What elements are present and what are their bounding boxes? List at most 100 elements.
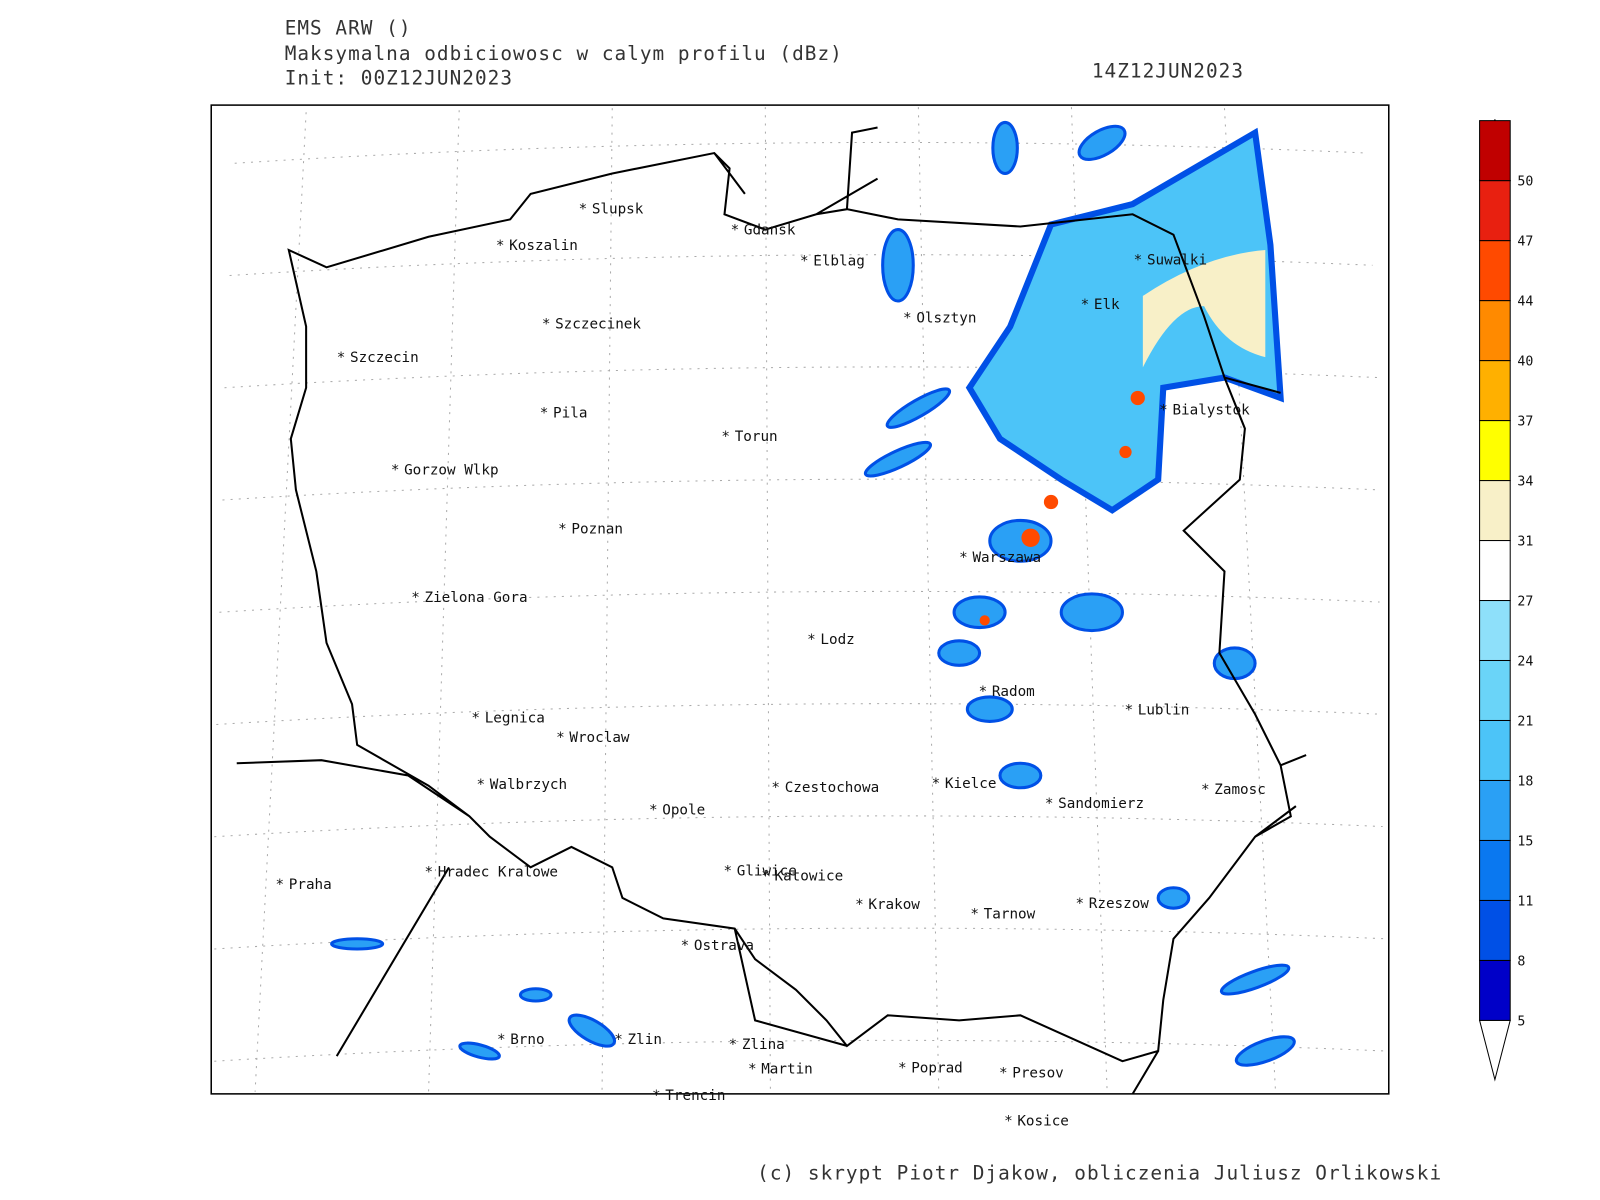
- city-label: Szczecinek: [555, 317, 641, 333]
- city-marker: *: [411, 590, 420, 606]
- city-label: Bialystok: [1172, 402, 1250, 418]
- city-label: Szczecin: [350, 350, 419, 366]
- colorbar-bottom-arrow: [1478, 1019, 1511, 1082]
- city-marker: *: [540, 405, 549, 421]
- city-label: Kielce: [945, 776, 997, 792]
- city-label: Lodz: [820, 632, 854, 648]
- city-marker: *: [471, 710, 480, 726]
- city-marker: *: [496, 238, 505, 254]
- city-label: Poznan: [571, 522, 623, 538]
- city-marker: *: [979, 684, 988, 700]
- city-label: Gdansk: [744, 223, 796, 239]
- title-model: EMS ARW (): [285, 17, 412, 40]
- city-label: Wroclaw: [569, 730, 630, 746]
- color-box: [1479, 360, 1511, 422]
- city-marker: *: [970, 906, 979, 922]
- city-label: Legnica: [485, 710, 545, 726]
- colorbar-label: 15: [1517, 835, 1533, 850]
- city-label: Hradec Kralowe: [438, 865, 558, 881]
- city-marker: *: [800, 253, 809, 269]
- city-marker: *: [932, 776, 941, 792]
- city-marker: *: [556, 730, 565, 746]
- city-marker: *: [903, 310, 912, 326]
- city-label: Krakow: [868, 897, 920, 913]
- city-marker: *: [761, 869, 770, 885]
- city-marker: *: [748, 1061, 757, 1077]
- city-label: Praha: [289, 877, 332, 893]
- color-box: [1479, 540, 1511, 602]
- color-box: [1479, 779, 1511, 841]
- footer-credit: (c) skrypt Piotr Djakow, obliczenia Juli…: [757, 1162, 1442, 1185]
- colorbar-label: 27: [1517, 595, 1533, 610]
- title-init: Init: 00Z12JUN2023: [285, 67, 513, 90]
- city-marker: *: [579, 201, 588, 217]
- color-box: [1479, 180, 1511, 242]
- city-marker: *: [807, 632, 816, 648]
- city-label: Poprad: [911, 1060, 963, 1076]
- city-label: Ostrava: [694, 938, 754, 954]
- city-label: Presov: [1012, 1066, 1064, 1082]
- city-label: Lublin: [1138, 702, 1190, 718]
- city-marker: *: [855, 897, 864, 913]
- city-marker: *: [558, 522, 567, 538]
- city-marker: *: [1004, 1114, 1013, 1130]
- city-label: Slupsk: [592, 201, 644, 217]
- city-marker: *: [276, 877, 285, 893]
- city-marker: *: [1076, 896, 1085, 912]
- city-marker: *: [1201, 782, 1210, 798]
- border-lines: [236, 126, 1307, 1095]
- colorbar-label: 24: [1517, 655, 1533, 670]
- colorbar-label: 40: [1517, 355, 1533, 370]
- city-label: Koszalin: [509, 238, 578, 254]
- city-marker: *: [337, 350, 346, 366]
- color-box: [1479, 300, 1511, 362]
- city-label: Kosice: [1017, 1114, 1069, 1130]
- city-label: Zlina: [742, 1037, 785, 1053]
- city-marker: *: [1134, 252, 1143, 268]
- city-marker: *: [497, 1032, 506, 1048]
- city-label: Pila: [553, 405, 587, 421]
- radar-echoes: [330, 120, 1296, 1067]
- city-label: Walbrzych: [490, 777, 567, 793]
- colorbar-label: 50: [1517, 175, 1533, 190]
- city-label: Radom: [992, 684, 1035, 700]
- city-marker: *: [898, 1060, 907, 1076]
- city-label: Czestochowa: [785, 780, 879, 796]
- city-marker: *: [477, 777, 486, 793]
- city-marker: *: [729, 1037, 738, 1053]
- valid-time: 14Z12JUN2023: [1092, 60, 1244, 83]
- color-box: [1479, 959, 1511, 1021]
- city-label: Gliwice: [737, 864, 797, 880]
- city-marker: *: [723, 864, 732, 880]
- city-label: Olsztyn: [916, 310, 976, 326]
- city-marker: *: [999, 1066, 1008, 1082]
- city-marker: *: [681, 938, 690, 954]
- color-box: [1479, 719, 1511, 781]
- city-marker: *: [1081, 297, 1090, 313]
- city-label: Rzeszow: [1089, 896, 1150, 912]
- colorbar-label: 44: [1517, 295, 1533, 310]
- color-box: [1479, 659, 1511, 721]
- city-marker: *: [1045, 796, 1054, 812]
- city-label: Martin: [761, 1061, 813, 1077]
- title-field: Maksymalna odbiciowosc w calym profilu (…: [285, 42, 843, 65]
- city-marker: *: [649, 802, 658, 818]
- city-label: Zlin: [628, 1032, 662, 1048]
- city-label: Trencin: [665, 1088, 725, 1104]
- city-marker: *: [771, 780, 780, 796]
- color-box: [1479, 240, 1511, 302]
- city-label: Zielona Gora: [424, 590, 527, 606]
- colorbar-label: 18: [1517, 775, 1533, 790]
- city-marker: *: [652, 1088, 661, 1104]
- city-label: Opole: [662, 802, 705, 818]
- colorbar-label: 21: [1517, 715, 1533, 730]
- color-box: [1479, 600, 1511, 662]
- colorbar-label: 34: [1517, 475, 1533, 490]
- city-marker: *: [391, 462, 400, 478]
- color-box: [1479, 839, 1511, 901]
- city-label: Suwalki: [1147, 252, 1207, 268]
- colorbar-label: 31: [1517, 535, 1533, 550]
- color-box: [1479, 420, 1511, 482]
